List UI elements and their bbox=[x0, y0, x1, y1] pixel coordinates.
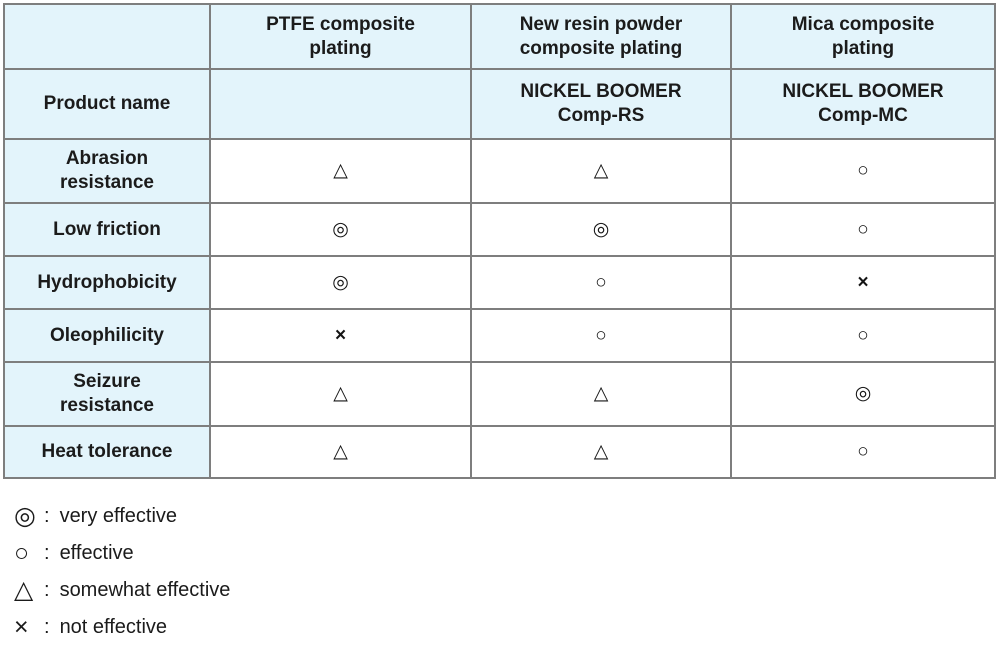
header-cell-ptfe: PTFE composite plating bbox=[209, 3, 472, 70]
rating-symbol: ○ bbox=[470, 308, 732, 363]
rating-symbol: △ bbox=[470, 425, 732, 479]
table-row-seizure-resistance: Seizure resistance △ △ ◎ bbox=[3, 361, 996, 427]
rating-symbol: × bbox=[730, 255, 996, 310]
legend-item-not-effective: × : not effective bbox=[14, 609, 230, 646]
row-label-line: Hydrophobicity bbox=[37, 271, 177, 293]
header-line: PTFE composite bbox=[266, 13, 415, 35]
row-label-hydrophobicity: Hydrophobicity bbox=[3, 255, 211, 310]
table-row-low-friction: Low friction ◎ ◎ ○ bbox=[3, 202, 996, 257]
rating-symbol: ○ bbox=[730, 138, 996, 204]
product-cell-ptfe bbox=[209, 68, 472, 140]
rating-symbol: ◎ bbox=[209, 202, 472, 257]
row-label-line: Abrasion bbox=[65, 148, 149, 169]
triangle-icon: △ bbox=[14, 576, 34, 604]
legend-separator: : bbox=[44, 542, 50, 564]
table-row-oleophilicity: Oleophilicity × ○ ○ bbox=[3, 308, 996, 363]
rating-symbol: ◎ bbox=[470, 202, 732, 257]
product-line: NICKEL BOOMER bbox=[782, 81, 944, 102]
product-cell-comp-mc: NICKEL BOOMER Comp-MC bbox=[730, 68, 996, 140]
row-label-oleophilicity: Oleophilicity bbox=[3, 308, 211, 363]
table-row-hydrophobicity: Hydrophobicity ◎ ○ × bbox=[3, 255, 996, 310]
row-label-seizure-resistance: Seizure resistance bbox=[3, 361, 211, 427]
rating-symbol: △ bbox=[209, 425, 472, 479]
table-row-abrasion-resistance: Abrasion resistance △ △ ○ bbox=[3, 138, 996, 204]
row-label-abrasion-resistance: Abrasion resistance bbox=[3, 138, 211, 204]
legend-item-effective: ○ : effective bbox=[14, 535, 230, 572]
plating-comparison-table: PTFE composite plating New resin powder … bbox=[3, 3, 996, 479]
rating-symbol: ○ bbox=[730, 425, 996, 479]
header-line: New resin powder bbox=[519, 13, 683, 35]
row-label-line: resistance bbox=[59, 395, 154, 416]
rating-symbol: △ bbox=[470, 138, 732, 204]
row-label-line: Heat tolerance bbox=[41, 441, 173, 462]
rating-symbol: ◎ bbox=[209, 255, 472, 310]
rating-symbol: ◎ bbox=[730, 361, 996, 427]
row-label-line: Oleophilicity bbox=[49, 324, 165, 346]
legend-meaning: very effective bbox=[59, 505, 178, 527]
rating-symbol: × bbox=[209, 308, 472, 363]
rating-symbol: △ bbox=[470, 361, 732, 427]
legend-meaning: somewhat effective bbox=[59, 579, 231, 601]
header-line: Mica composite bbox=[791, 13, 935, 35]
legend-separator: : bbox=[44, 616, 50, 638]
product-line: NICKEL BOOMER bbox=[520, 81, 682, 102]
product-cell-comp-rs: NICKEL BOOMER Comp-RS bbox=[470, 68, 732, 140]
legend-meaning: not effective bbox=[59, 616, 168, 638]
rating-symbol: △ bbox=[209, 361, 472, 427]
header-cell-new-resin: New resin powder composite plating bbox=[470, 3, 732, 70]
header-line: composite plating bbox=[519, 37, 683, 59]
row-label-low-friction: Low friction bbox=[3, 202, 211, 257]
cross-icon: × bbox=[14, 613, 29, 641]
corner-cell bbox=[3, 3, 211, 70]
rating-symbol: ○ bbox=[730, 202, 996, 257]
row-label-product-name: Product name bbox=[3, 68, 211, 140]
legend-separator: : bbox=[44, 505, 50, 527]
row-label-line: Seizure bbox=[73, 371, 141, 392]
row-label-line: Low friction bbox=[53, 218, 161, 240]
rating-legend: ◎ : very effective ○ : effective △ : som… bbox=[14, 498, 230, 646]
legend-item-very-effective: ◎ : very effective bbox=[14, 498, 230, 535]
row-label-heat-tolerance: Heat tolerance bbox=[3, 425, 211, 479]
row-label-line: resistance bbox=[59, 172, 154, 193]
table-header-row: PTFE composite plating New resin powder … bbox=[3, 3, 996, 70]
header-line: plating bbox=[309, 37, 372, 59]
legend-item-somewhat-effective: △ : somewhat effective bbox=[14, 572, 230, 609]
product-line: Comp-RS bbox=[557, 105, 645, 126]
product-name-row: Product name NICKEL BOOMER Comp-RS NICKE… bbox=[3, 68, 996, 140]
product-line: Comp-MC bbox=[818, 105, 908, 126]
legend-meaning: effective bbox=[59, 542, 134, 564]
rating-symbol: ○ bbox=[730, 308, 996, 363]
circle-icon: ○ bbox=[14, 539, 30, 567]
header-cell-mica: Mica composite plating bbox=[730, 3, 996, 70]
table-row-heat-tolerance: Heat tolerance △ △ ○ bbox=[3, 425, 996, 479]
rating-symbol: ○ bbox=[470, 255, 732, 310]
header-line: plating bbox=[831, 37, 895, 59]
rating-symbol: △ bbox=[209, 138, 472, 204]
legend-separator: : bbox=[44, 579, 50, 601]
double-circle-icon: ◎ bbox=[14, 502, 36, 530]
